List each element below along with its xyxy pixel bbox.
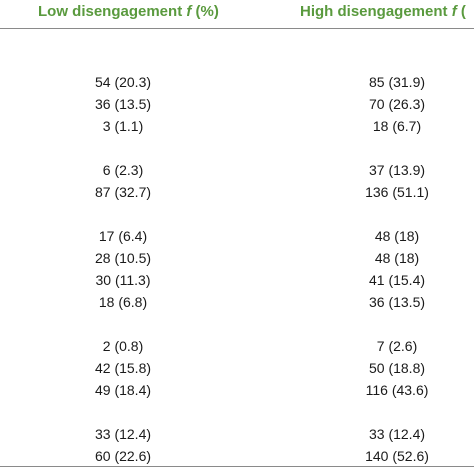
cell-high: 33 (12.4) [368,426,426,442]
header-high-text: High disengagement [300,3,452,20]
cell-low: 54 (20.3) [94,74,152,90]
cell-high: 48 (18) [374,250,420,266]
table-bottom-rule [0,466,474,467]
header-low-f: f [186,3,192,20]
cell-high: 41 (15.4) [368,272,426,288]
cell-high: 140 (52.6) [365,448,429,464]
cell-high: 70 (26.3) [368,96,426,112]
column-header-high-disengagement: High disengagement f ( [300,3,466,20]
header-high-f: f [451,3,457,20]
cell-low: 49 (18.4) [94,382,152,398]
cell-high: 37 (13.9) [368,162,426,178]
cell-high: 136 (51.1) [365,184,429,200]
cell-low: 60 (22.6) [94,448,152,464]
header-low-suffix: (%) [191,3,219,20]
cell-high: 18 (6.7) [372,118,422,134]
cell-low: 3 (1.1) [102,118,144,134]
cell-low: 33 (12.4) [94,426,152,442]
cell-low: 18 (6.8) [98,294,148,310]
cell-low: 30 (11.3) [95,272,151,288]
cell-low: 87 (32.7) [94,184,152,200]
cell-low: 17 (6.4) [98,228,148,244]
column-header-low-disengagement: Low disengagement f (%) [38,3,219,20]
cell-high: 7 (2.6) [376,338,418,354]
cell-low: 28 (10.5) [94,250,152,266]
header-low-text: Low disengagement [38,3,187,20]
table-header: Low disengagement f (%) High disengageme… [0,0,474,29]
cell-low: 42 (15.8) [94,360,152,376]
cell-high: 85 (31.9) [368,74,426,90]
header-high-suffix: ( [456,3,466,20]
cell-high: 36 (13.5) [368,294,426,310]
cell-high: 50 (18.8) [368,360,426,376]
cell-high: 116 (43.6) [365,382,429,398]
cell-low: 6 (2.3) [102,162,144,178]
cell-high: 48 (18) [374,228,420,244]
cell-low: 36 (13.5) [94,96,152,112]
cell-low: 2 (0.8) [102,338,144,354]
